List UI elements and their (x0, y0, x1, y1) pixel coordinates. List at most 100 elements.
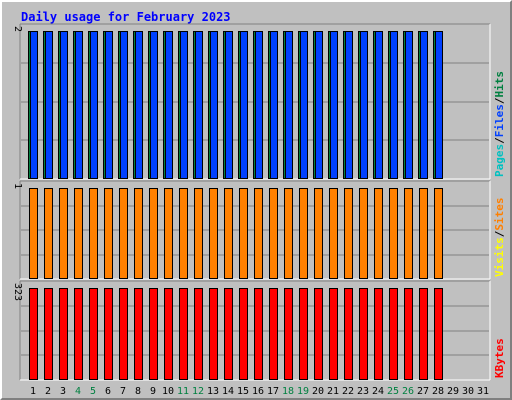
x-tick-label-day-30: 30 (462, 386, 474, 397)
bar-sites-day-11 (179, 188, 188, 279)
legend-hits: Hits (493, 71, 506, 98)
bar-files-day-14 (225, 31, 233, 179)
bar-files-day-24 (375, 31, 383, 179)
x-tick-label-day-20: 20 (312, 386, 324, 397)
bar-kbytes-day-22 (344, 288, 353, 380)
bar-kbytes-day-2 (44, 288, 53, 380)
bar-sites-day-20 (314, 188, 323, 279)
bar-kbytes-day-28 (434, 288, 443, 380)
bar-kbytes-day-24 (374, 288, 383, 380)
bar-sites-day-27 (419, 188, 428, 279)
legend-kbytes: KBytes (493, 338, 506, 378)
bar-sites-day-22 (344, 188, 353, 279)
x-tick-label-day-7: 7 (120, 386, 126, 397)
x-tick-label-day-10: 10 (162, 386, 174, 397)
bar-sites-day-4 (74, 188, 83, 279)
bar-sites-day-10 (164, 188, 173, 279)
x-tick-label-day-11: 11 (177, 386, 189, 397)
x-tick-label-day-5: 5 (90, 386, 96, 397)
x-tick-label-day-3: 3 (60, 386, 66, 397)
bar-files-day-22 (345, 31, 353, 179)
bar-files-day-4 (75, 31, 83, 179)
x-tick-label-day-14: 14 (222, 386, 234, 397)
x-tick-label-day-16: 16 (252, 386, 264, 397)
bar-sites-day-5 (89, 188, 98, 279)
chart-title: Daily usage for February 2023 (21, 10, 231, 24)
x-tick-label-day-31: 31 (477, 386, 489, 397)
bar-files-day-10 (165, 31, 173, 179)
x-tick-label-day-9: 9 (150, 386, 156, 397)
bar-sites-day-18 (284, 188, 293, 279)
bar-files-day-19 (300, 31, 308, 179)
bar-files-day-3 (60, 31, 68, 179)
bar-files-day-21 (330, 31, 338, 179)
bar-files-day-18 (285, 31, 293, 179)
bar-sites-day-9 (149, 188, 158, 279)
bar-kbytes-day-13 (209, 288, 218, 380)
x-tick-label-day-1: 1 (30, 386, 36, 397)
bar-files-day-1 (30, 31, 38, 179)
legend-panel-2: Visits/Sites (493, 198, 506, 278)
bar-kbytes-day-19 (299, 288, 308, 380)
bar-kbytes-day-8 (134, 288, 143, 380)
legend-panel-3: KBytes (493, 338, 506, 378)
bar-kbytes-day-23 (359, 288, 368, 380)
bar-kbytes-day-27 (419, 288, 428, 380)
bar-sites-day-1 (29, 188, 38, 279)
bar-sites-day-25 (389, 188, 398, 279)
bar-files-day-2 (45, 31, 53, 179)
bar-kbytes-day-7 (119, 288, 128, 380)
legend-pages: Pages (493, 144, 506, 177)
bar-sites-day-2 (44, 188, 53, 279)
x-tick-label-day-15: 15 (237, 386, 249, 397)
bar-kbytes-day-6 (104, 288, 113, 380)
bar-kbytes-day-20 (314, 288, 323, 380)
x-tick-label-day-18: 18 (282, 386, 294, 397)
bar-kbytes-day-10 (164, 288, 173, 380)
bar-sites-day-3 (59, 188, 68, 279)
bar-files-day-28 (435, 31, 443, 179)
legend-visits: Visits (493, 237, 506, 277)
bar-files-day-17 (270, 31, 278, 179)
bar-kbytes-day-9 (149, 288, 158, 380)
bar-kbytes-day-4 (74, 288, 83, 380)
x-tick-label-day-21: 21 (327, 386, 339, 397)
legend-files: Files (493, 104, 506, 137)
x-tick-label-day-13: 13 (207, 386, 219, 397)
x-tick-label-day-19: 19 (297, 386, 309, 397)
bar-files-day-27 (420, 31, 428, 179)
bar-files-day-15 (240, 31, 248, 179)
bar-kbytes-day-1 (29, 288, 38, 380)
bar-kbytes-day-16 (254, 288, 263, 380)
bar-kbytes-day-11 (179, 288, 188, 380)
bar-sites-day-8 (134, 188, 143, 279)
bar-files-day-16 (255, 31, 263, 179)
x-tick-label-day-27: 27 (417, 386, 429, 397)
bar-files-day-8 (135, 31, 143, 179)
legend-separator: / (493, 97, 506, 104)
x-tick-label-day-29: 29 (447, 386, 459, 397)
bar-files-day-26 (405, 31, 413, 179)
bar-kbytes-day-15 (239, 288, 248, 380)
bar-sites-day-28 (434, 188, 443, 279)
x-tick-label-day-26: 26 (402, 386, 414, 397)
bar-kbytes-day-17 (269, 288, 278, 380)
legend-panel-1: Pages/Files/Hits (493, 71, 506, 177)
bar-sites-day-12 (194, 188, 203, 279)
x-tick-label-day-23: 23 (357, 386, 369, 397)
bar-files-day-6 (105, 31, 113, 179)
bar-files-day-13 (210, 31, 218, 179)
x-tick-label-day-2: 2 (45, 386, 51, 397)
x-tick-label-day-22: 22 (342, 386, 354, 397)
bar-sites-day-17 (269, 188, 278, 279)
y-max-label-panel-1: 2 (12, 26, 23, 32)
bar-sites-day-13 (209, 188, 218, 279)
legend-separator: / (493, 230, 506, 237)
bar-files-day-20 (315, 31, 323, 179)
x-tick-label-day-8: 8 (135, 386, 141, 397)
x-tick-label-day-24: 24 (372, 386, 384, 397)
bar-sites-day-19 (299, 188, 308, 279)
bar-sites-day-14 (224, 188, 233, 279)
